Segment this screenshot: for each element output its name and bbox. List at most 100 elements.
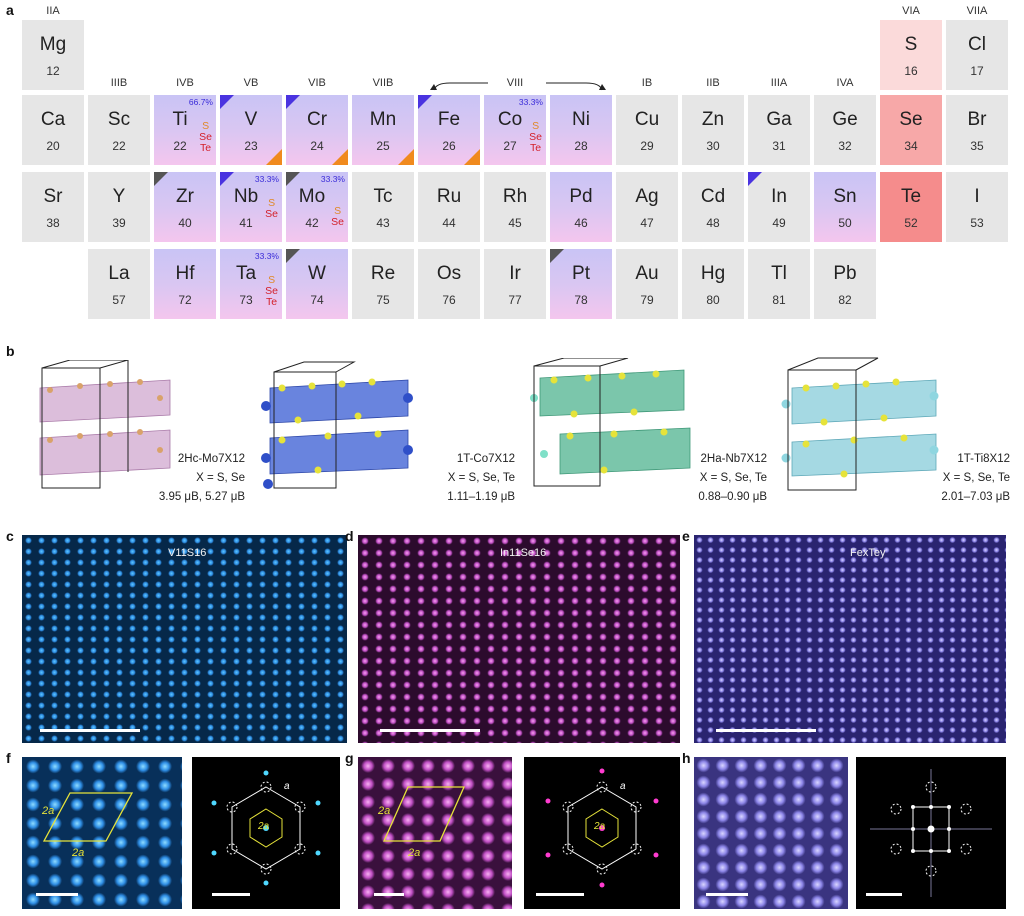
atomic-number: 30 (706, 139, 720, 153)
element-symbol: Mg (39, 34, 67, 55)
chalcogen-list: S Se (331, 206, 344, 228)
element-symbol: Cu (634, 109, 660, 130)
atomic-number: 26 (442, 139, 456, 153)
scale-bar (36, 893, 78, 896)
element-symbol: Ti (172, 109, 188, 130)
atomic-number: 50 (838, 216, 852, 230)
vacancy-percent: 33.3% (320, 174, 345, 184)
unit-cell-label-2a: 2a (72, 847, 85, 859)
atomic-number: 27 (503, 139, 517, 153)
corner-marker-icon (220, 95, 234, 109)
atomic-number: 47 (640, 216, 654, 230)
element-cell-nb: 33.3% Nb 41 S Se (220, 172, 282, 242)
crystal-chalcogens: X = S, Se, Te (942, 472, 1010, 484)
scale-bar (374, 893, 404, 896)
crystal-chalcogens: X = S, Se (196, 472, 245, 484)
scale-bar (536, 893, 584, 896)
element-cell-ru: Ru 44 (418, 172, 480, 242)
atomic-number: 12 (46, 64, 60, 78)
element-cell-y: Y 39 (88, 172, 150, 242)
element-cell-w: W 74 (286, 249, 348, 319)
corner-marker-icon (418, 95, 432, 109)
element-symbol: Pt (572, 263, 590, 284)
group-label-iiia: IIIA (770, 77, 788, 89)
element-cell-la: La 57 (88, 249, 150, 319)
chalcogen-s: S (202, 120, 210, 132)
unit-cell-overlay (42, 792, 134, 842)
panel-label-b: b (6, 343, 15, 359)
chalcogen-s: S (268, 274, 276, 286)
element-symbol: Se (899, 109, 923, 130)
element-cell-os: Os 76 (418, 249, 480, 319)
vacancy-percent: 66.7% (188, 97, 213, 107)
atomic-number: 57 (112, 293, 126, 307)
unit-cell-label-2a: 2a (42, 805, 55, 817)
element-cell-tc: Tc 43 (352, 172, 414, 242)
atomic-number: 22 (112, 139, 126, 153)
element-symbol: S (904, 34, 918, 55)
fft-image-f: 2a a (192, 757, 340, 909)
viii-bracket-arrow (430, 82, 606, 91)
atomic-number: 43 (376, 216, 390, 230)
element-symbol: V (244, 109, 258, 130)
atomic-number: 73 (239, 293, 253, 307)
fft-label-2a: 2a (594, 821, 606, 832)
group-label-iib: IIB (706, 77, 720, 89)
scale-bar (40, 729, 140, 732)
element-cell-mg: Mg 12 (22, 20, 84, 90)
chalcogen-s: S (268, 197, 276, 209)
scale-bar (212, 893, 250, 896)
element-cell-fe: Fe 26 (418, 95, 480, 165)
fft-pattern (545, 768, 659, 888)
fft-image-h (856, 757, 1006, 909)
atomic-number: 49 (772, 216, 786, 230)
element-symbol: Br (967, 109, 987, 130)
atomic-number: 76 (442, 293, 456, 307)
element-symbol: Au (635, 263, 659, 284)
chalcogen-list: S Se Te (265, 275, 278, 308)
element-symbol: I (974, 186, 980, 207)
zoom-image-h (694, 757, 848, 909)
element-symbol: Cr (306, 109, 328, 130)
element-symbol: Pb (833, 263, 857, 284)
atomic-number: 28 (574, 139, 588, 153)
micrograph-label: V11S16 (168, 547, 207, 559)
panel-label-a: a (6, 2, 14, 18)
group-label-iia: IIA (46, 5, 60, 17)
corner-marker-icon (550, 249, 564, 263)
crystal-caption-nb: 2Ha-Nb7X12 X = S, Se, Te 0.88–0.90 μB (662, 450, 767, 507)
atomic-number: 41 (239, 216, 253, 230)
element-symbol: La (108, 263, 130, 284)
atomic-number: 74 (310, 293, 324, 307)
chalcogen-te: Te (200, 142, 212, 154)
chalcogen-list: S Se Te (199, 121, 212, 154)
crystal-structure-mo (39, 360, 171, 489)
element-symbol: Ta (235, 263, 257, 284)
fft-pattern (870, 769, 992, 897)
group-label-ivb: IVB (176, 77, 194, 89)
atomic-number: 46 (574, 216, 588, 230)
element-symbol: Pd (569, 186, 593, 207)
crystal-moment: 3.95 μB, 5.27 μB (158, 491, 245, 503)
panel-label-d: d (345, 528, 354, 544)
group-label-ib: IB (641, 77, 653, 89)
micrograph-e: FexTey (694, 535, 1006, 743)
atomic-number: 16 (904, 64, 918, 78)
orange-corner-icon (332, 149, 348, 165)
orange-corner-icon (266, 149, 282, 165)
element-cell-hg: Hg 80 (682, 249, 744, 319)
element-cell-sr: Sr 38 (22, 172, 84, 242)
panel-label-c: c (6, 528, 14, 544)
vacancy-percent: 33.3% (254, 251, 279, 261)
chalcogen-se: Se (529, 131, 542, 143)
element-cell-mo: 33.3% Mo 42 S Se (286, 172, 348, 242)
panel-label-g: g (345, 750, 354, 766)
element-cell-br: Br 35 (946, 95, 1008, 165)
group-label-viia: VIIA (966, 5, 988, 17)
crystal-structure-co (261, 361, 413, 489)
crystal-moment: 0.88–0.90 μB (698, 491, 767, 503)
element-cell-ge: Ge 32 (814, 95, 876, 165)
crystal-caption-ti: 1T-Ti8X12 X = S, Se, Te 2.01–7.03 μB (900, 450, 1010, 507)
corner-marker-icon (748, 172, 762, 186)
atomic-number: 77 (508, 293, 522, 307)
